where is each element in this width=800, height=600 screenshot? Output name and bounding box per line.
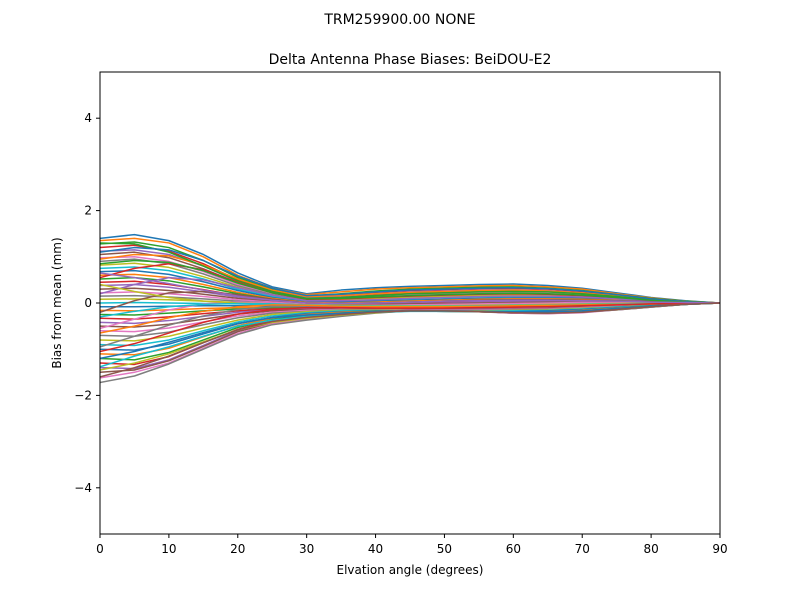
x-tick-label: 0 <box>96 542 104 556</box>
y-tick-label: −4 <box>74 481 92 495</box>
series-line-56 <box>100 302 720 378</box>
y-tick-label: 2 <box>84 204 92 218</box>
x-tick-label: 80 <box>643 542 658 556</box>
x-tick-label: 90 <box>712 542 727 556</box>
series-line-51 <box>100 246 720 304</box>
x-tick-label: 20 <box>230 542 245 556</box>
x-axis-label: Elvation angle (degrees) <box>337 563 484 577</box>
series-line-53 <box>100 259 720 304</box>
x-tick-label: 30 <box>299 542 314 556</box>
series-line-45 <box>100 276 720 304</box>
y-axis-label: Bias from mean (mm) <box>50 237 64 368</box>
y-tick-label: 0 <box>84 296 92 310</box>
series-line-54 <box>100 302 720 353</box>
series-line-55 <box>100 272 720 305</box>
y-axis: −4 −2 0 2 4 <box>74 111 100 495</box>
x-tick-label: 40 <box>368 542 383 556</box>
series-line-1 <box>100 233 720 304</box>
x-axis: 0 10 20 30 40 50 60 70 80 90 <box>96 534 728 556</box>
x-tick-label: 10 <box>161 542 176 556</box>
x-tick-label: 50 <box>437 542 452 556</box>
x-tick-label: 70 <box>575 542 590 556</box>
chart-title: Delta Antenna Phase Biases: BeiDOU-E2 <box>269 52 552 68</box>
series-layer <box>100 233 720 384</box>
x-tick-label: 60 <box>506 542 521 556</box>
series-line-43 <box>100 242 720 304</box>
y-tick-label: 4 <box>84 111 92 125</box>
chart-suptitle: TRM259900.00 NONE <box>323 12 475 28</box>
y-tick-label: −2 <box>74 388 92 402</box>
series-line-2 <box>100 237 720 304</box>
